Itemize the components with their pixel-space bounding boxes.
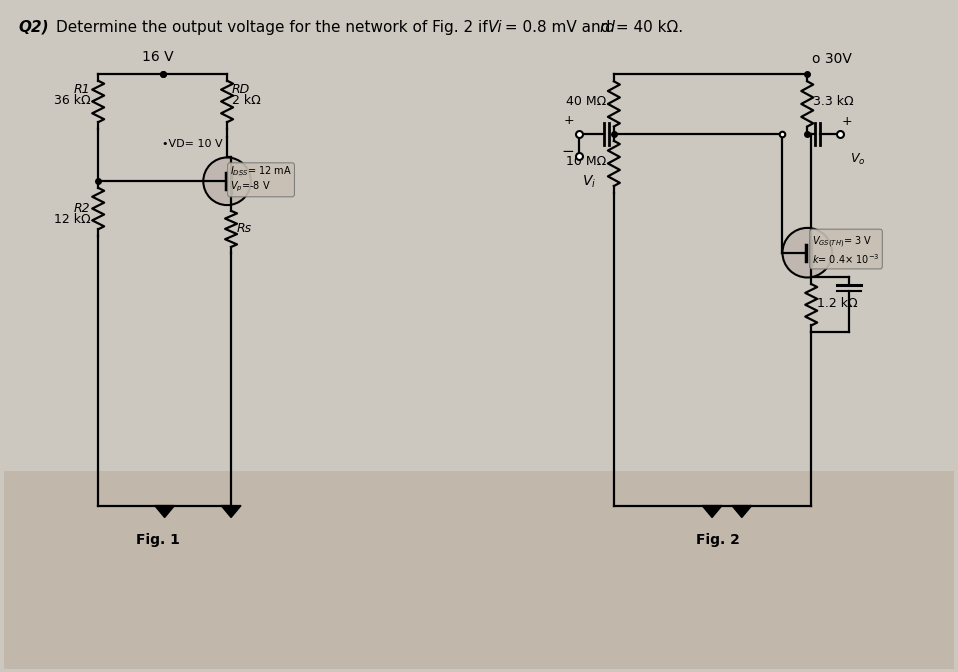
Text: 2 kΩ: 2 kΩ [232,95,261,108]
Polygon shape [732,505,752,517]
Text: R2: R2 [74,202,90,214]
Text: $V_o$: $V_o$ [850,152,866,167]
Text: 36 kΩ: 36 kΩ [54,95,90,108]
Text: 16 V: 16 V [142,50,173,65]
Text: +: + [563,114,574,127]
Text: = 0.8 mV and: = 0.8 mV and [500,19,615,35]
Text: +: + [842,115,853,128]
Text: o 30V: o 30V [812,52,852,67]
Text: 3.3 kΩ: 3.3 kΩ [813,95,854,108]
Text: R1: R1 [74,83,90,95]
Text: $V_i$: $V_i$ [582,173,596,190]
Circle shape [203,157,251,205]
Text: rd: rd [599,19,615,35]
Text: −: − [561,144,574,159]
Text: Rs: Rs [237,222,252,235]
Text: $V_{GS(TH)}$= 3 V
$k$= 0.4× 10$^{-3}$: $V_{GS(TH)}$= 3 V $k$= 0.4× 10$^{-3}$ [812,235,879,267]
Circle shape [783,228,833,278]
Text: 10 MΩ: 10 MΩ [565,155,606,168]
Text: Vi: Vi [488,19,503,35]
Polygon shape [221,505,241,517]
Text: 1.2 kΩ: 1.2 kΩ [817,297,857,310]
Text: Fig. 2: Fig. 2 [696,534,740,548]
FancyBboxPatch shape [4,471,954,669]
Text: 12 kΩ: 12 kΩ [54,214,90,226]
Text: $I_{DSS}$= 12 mA
$V_p$=-8 V: $I_{DSS}$= 12 mA $V_p$=-8 V [230,164,292,194]
Text: RD: RD [232,83,250,95]
Text: 40 MΩ: 40 MΩ [565,95,606,108]
Polygon shape [154,505,174,517]
Polygon shape [702,505,722,517]
Text: = 40 kΩ.: = 40 kΩ. [611,19,683,35]
Text: •VD= 10 V: •VD= 10 V [162,138,222,149]
Text: Determine the output voltage for the network of Fig. 2 if: Determine the output voltage for the net… [56,19,492,35]
Text: Q2): Q2) [19,19,50,35]
Text: Fig. 1: Fig. 1 [136,534,179,548]
